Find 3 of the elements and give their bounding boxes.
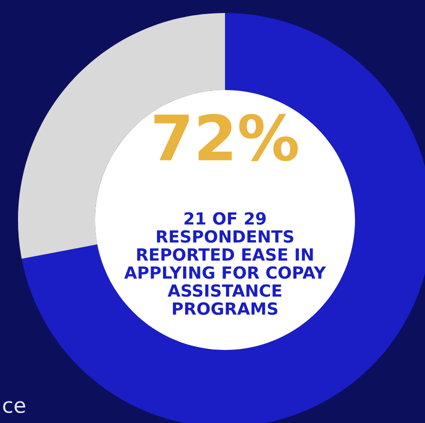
- text: 21 OF 29 RESPONDENTS REPORTED EASE IN APPLYING FOR COPAY ASSISTANCE PROGRAMS: [124, 212, 326, 315]
- data-label: 72%: [154, 114, 298, 162]
- text: ce: [3, 401, 26, 414]
